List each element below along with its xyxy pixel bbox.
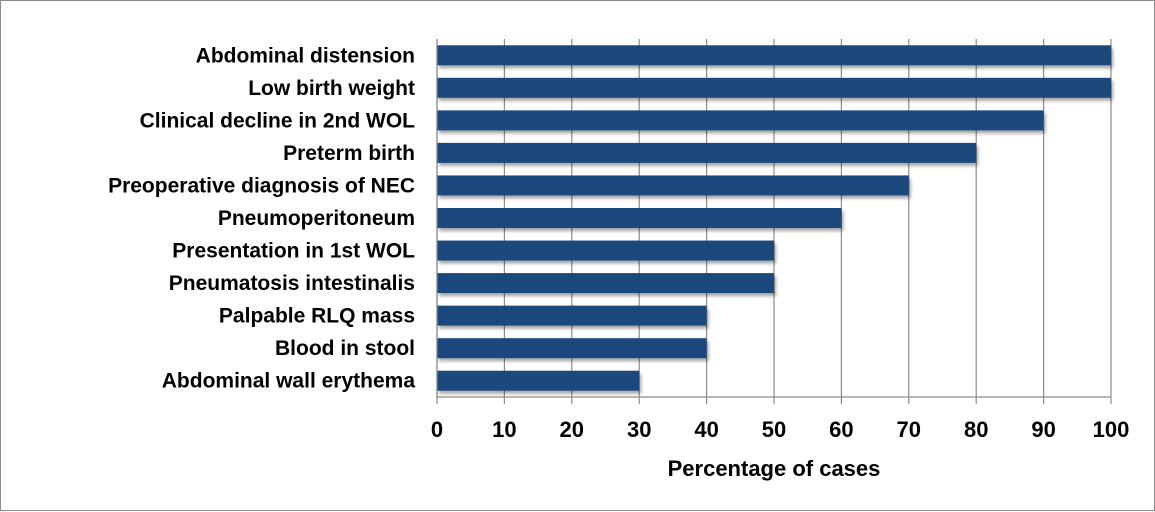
x-tick-label: 30	[627, 417, 651, 442]
category-label: Low birth weight	[248, 77, 415, 100]
bar	[437, 45, 1111, 66]
category-label: Preoperative diagnosis of NEC	[108, 174, 415, 197]
x-tick-label: 0	[431, 417, 443, 442]
category-label: Palpable RLQ mass	[219, 305, 415, 328]
bar	[437, 370, 640, 391]
category-label: Pneumatosis intestinalis	[169, 272, 415, 295]
x-tick-label: 100	[1093, 417, 1130, 442]
x-tick-label: 20	[560, 417, 584, 442]
bar	[437, 110, 1044, 131]
x-tick-label: 60	[829, 417, 853, 442]
category-labels: Abdominal distension Low birth weight Clin…	[108, 44, 415, 392]
x-tick-label: 80	[964, 417, 988, 442]
category-label: Presentation in 1st WOL	[172, 240, 415, 263]
x-tick-label: 90	[1031, 417, 1055, 442]
bar	[437, 273, 774, 294]
x-tick-label: 70	[897, 417, 921, 442]
x-tick-label: 10	[492, 417, 516, 442]
category-label: Pneumoperitoneum	[218, 207, 415, 230]
x-axis-title: Percentage of cases	[668, 456, 881, 481]
category-label: Blood in stool	[275, 337, 415, 360]
x-tick-label: 50	[762, 417, 786, 442]
bars	[437, 45, 1111, 391]
category-label: Preterm birth	[283, 142, 415, 165]
bar	[437, 175, 909, 196]
category-label: Abdominal distension	[196, 44, 415, 67]
x-tick-label: 40	[694, 417, 718, 442]
bar	[437, 305, 707, 326]
bar	[437, 77, 1111, 98]
category-label: Abdominal wall erythema	[162, 370, 416, 393]
x-tick-labels: 0 10 20 30 40 50 60 70 80 90 100	[431, 417, 1129, 442]
bar	[437, 240, 774, 261]
bar	[437, 208, 842, 228]
bar	[437, 142, 977, 163]
category-label: Clinical decline in 2nd WOL	[140, 109, 416, 132]
bar	[437, 338, 707, 359]
axes	[436, 39, 1112, 404]
